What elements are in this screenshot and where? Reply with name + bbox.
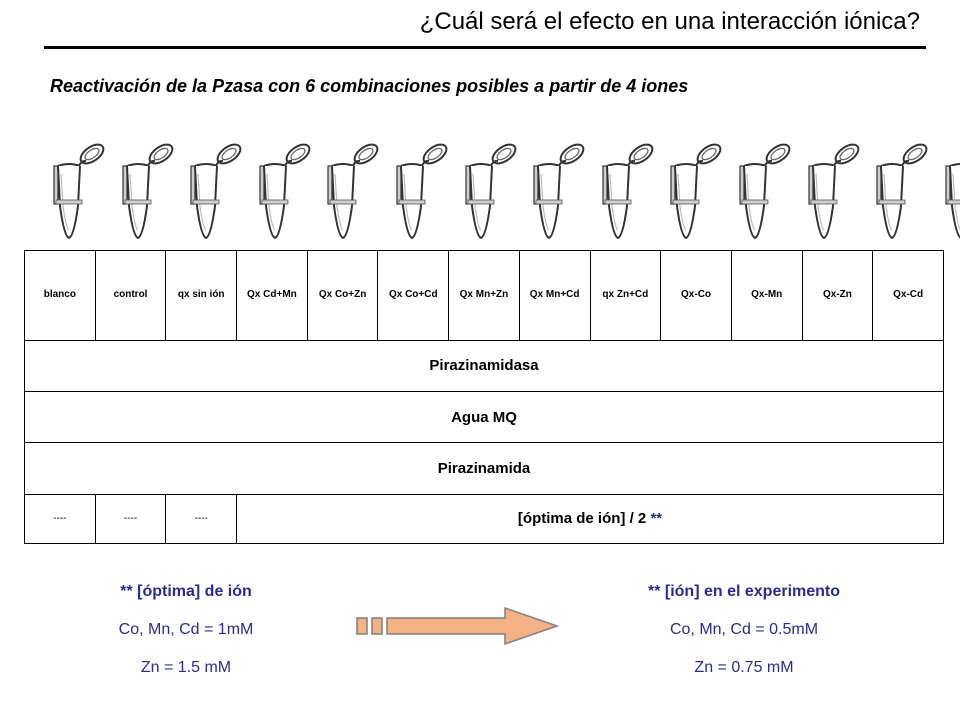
table-row: Agua MQ — [24, 390, 944, 444]
microcentrifuge-tube-icon — [121, 143, 173, 240]
row-pirazinamidasa: Pirazinamidasa — [24, 339, 944, 392]
microcentrifuge-tube-icon — [670, 143, 722, 240]
optimal-heading: ** [óptima] de ión — [120, 583, 252, 600]
experiment-heading: ** [ión] en el experimento — [647, 583, 841, 600]
microcentrifuge-tube-icon — [739, 143, 791, 240]
experiment-line-1: Co, Mn, Cd = 0.5mM — [669, 621, 819, 638]
header-cell: qx sin ión — [165, 250, 238, 341]
optimal-concentration-notes: ** [óptima] de ión Co, Mn, Cd = 1mM Zn =… — [76, 580, 296, 694]
microcentrifuge-tube-icon — [259, 143, 311, 240]
right-arrow-icon — [356, 606, 560, 646]
header-row: blanco control qx sin ión Qx Cd+Mn Qx Co… — [24, 250, 944, 341]
microcentrifuge-tube-icon — [876, 143, 928, 240]
page-title: ¿Cuál será el efecto en una interacción … — [419, 8, 920, 35]
experiment-line-2: Zn = 0.75 mM — [694, 659, 794, 676]
microcentrifuge-tube-icon — [327, 143, 379, 240]
header-cell: Qx Mn+Cd — [518, 250, 591, 341]
header-cell: qx Zn+Cd — [589, 250, 662, 341]
microcentrifuge-tube-icon — [807, 143, 859, 240]
microcentrifuge-tube-icon — [602, 143, 654, 240]
dash-cell: ---- — [94, 493, 167, 545]
header-cell: blanco — [24, 250, 96, 341]
header-cell: Qx Cd+Mn — [236, 250, 308, 341]
microcentrifuge-tube-icon — [53, 143, 105, 240]
row-agua-mq: Agua MQ — [24, 390, 944, 444]
microcentrifuge-tube-icon — [396, 143, 448, 240]
header-cell: Qx-Zn — [801, 250, 874, 341]
concentration-text: [óptima de ión] / 2 — [517, 510, 647, 528]
table-row: Pirazinamida — [24, 442, 944, 495]
microcentrifuge-tube-icon — [533, 143, 585, 240]
header-cell: Qx-Mn — [730, 250, 803, 341]
tube-row — [48, 140, 960, 250]
header-cell: Qx Co+Cd — [377, 250, 450, 341]
microcentrifuge-tube-icon — [945, 163, 960, 239]
table-row: Pirazinamidasa — [24, 339, 944, 392]
microcentrifuge-tube-icon — [190, 143, 242, 240]
row-pirazinamida: Pirazinamida — [24, 442, 944, 495]
dash-cell: ---- — [165, 493, 238, 545]
optimal-line-1: Co, Mn, Cd = 1mM — [118, 621, 254, 638]
header-cell: Qx Co+Zn — [306, 250, 379, 341]
experiment-concentration-notes: ** [ión] en el experimento Co, Mn, Cd = … — [594, 580, 894, 694]
microcentrifuge-tube-icon — [464, 143, 516, 240]
header-cell: control — [94, 250, 167, 341]
concentration-cell: [óptima de ión] / 2 ** — [236, 493, 944, 545]
dash-cell: ---- — [24, 493, 96, 545]
header-cell: Qx Mn+Zn — [448, 250, 520, 341]
table-row: ---- ---- ---- [óptima de ión] / 2 ** — [24, 493, 944, 545]
experiment-table: blanco control qx sin ión Qx Cd+Mn Qx Co… — [24, 250, 944, 545]
optimal-line-2: Zn = 1.5 mM — [140, 659, 232, 676]
header-cell: Qx-Cd — [872, 250, 944, 341]
subtitle: Reactivación de la Pzasa con 6 combinaci… — [50, 76, 689, 96]
header-cell: Qx-Co — [660, 250, 732, 341]
title-divider — [44, 46, 926, 49]
concentration-marker: ** — [650, 510, 663, 528]
